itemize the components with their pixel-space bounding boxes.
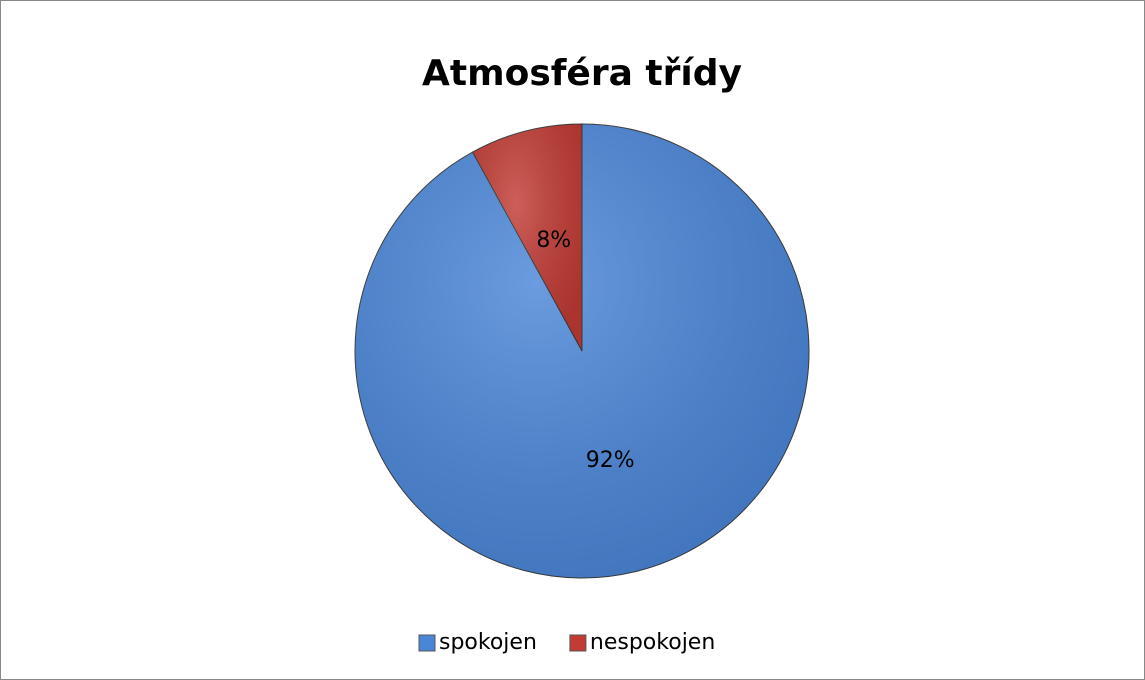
chart-title: Atmosféra třídy [422,53,742,94]
data-label: 92% [586,448,635,473]
data-label: 8% [536,228,571,253]
pie: 92% 8% [354,123,810,579]
legend-swatch [418,634,436,652]
legend: spokojen nespokojen [418,630,715,655]
slice-shade [472,124,582,351]
legend-label: spokojen [439,630,537,655]
legend-swatch [569,634,587,652]
legend-label: nespokojen [590,630,715,655]
